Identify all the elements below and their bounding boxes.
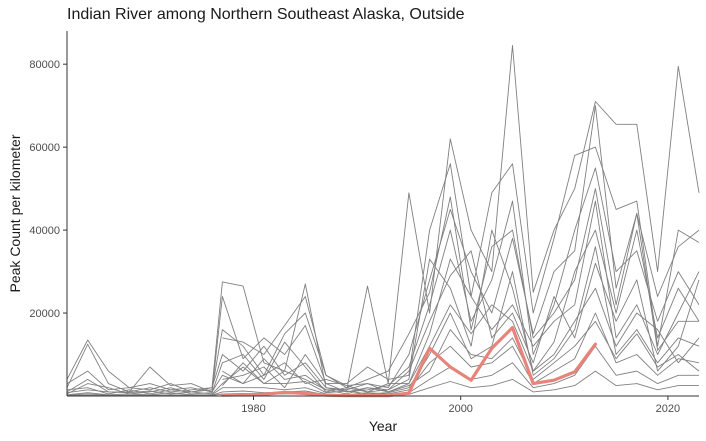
y-tick-label: 60000 [29,142,60,154]
x-tick-label: 2000 [448,403,472,415]
background-series-line-13 [222,287,700,393]
y-tick-label: 80000 [29,59,60,71]
background-series-line-7 [66,246,700,395]
x-tick-label: 2020 [656,403,680,415]
x-tick-label: 1980 [241,403,265,415]
background-series-line-6 [66,200,700,395]
background-series-line-1 [66,45,700,393]
background-series-group [66,45,700,397]
highlight-series-group [220,326,598,398]
highlight-series-line [220,326,598,398]
y-tick-label: 20000 [29,308,60,320]
x-axis-title: Year [369,418,398,434]
tick-group: 1980 2000 2020 20000 40000 60000 80000 [29,59,680,415]
background-series-line-14 [222,320,700,393]
background-series-line-3 [66,105,700,393]
background-series-line-5 [66,229,700,395]
background-series-line-12 [222,250,700,393]
background-series-line-8 [66,312,700,396]
y-tick-label: 40000 [29,225,60,237]
y-axis-title: Peak Count per kilometer [7,134,23,292]
chart-title: Indian River among Northern Southeast Al… [67,6,465,23]
background-series-line-9 [66,345,699,396]
